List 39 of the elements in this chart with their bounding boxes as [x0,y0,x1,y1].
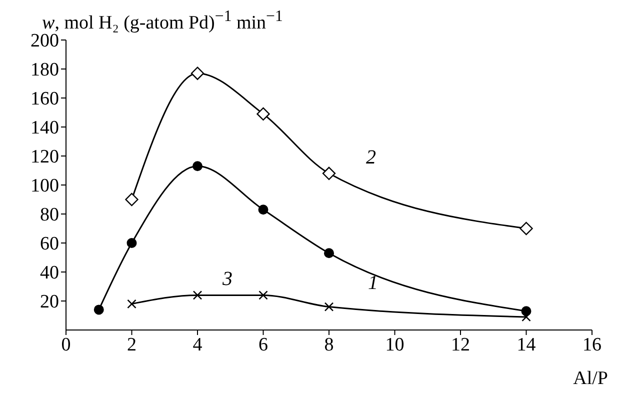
x-tick-label: 16 [582,334,602,356]
point [324,248,334,258]
x-tick-label: 8 [324,334,334,356]
x-tick-label: 6 [258,334,268,356]
series-label: 2 [366,146,376,168]
point [126,238,137,248]
point [127,299,136,309]
x-axis-title: Al/P [573,368,608,390]
y-tick-label: 40 [40,262,59,284]
point [94,304,104,315]
x-tick-label: 2 [127,334,136,356]
point [522,312,531,322]
y-tick-label: 60 [40,234,59,255]
x-tick-label: 14 [516,334,536,356]
point [258,204,268,215]
x-tick-label: 0 [61,334,71,356]
point [322,166,336,180]
point [256,107,270,121]
point [520,222,533,236]
point [192,290,202,300]
point [258,290,268,300]
point [324,302,334,312]
y-tick-label: 200 [30,30,59,52]
series-label: 3 [222,268,232,290]
x-tick-label: 4 [192,334,203,356]
point [125,192,138,206]
y-tick-label: 80 [40,204,59,226]
y-tick-label: 120 [30,146,59,168]
x-tick-label: 10 [385,334,404,356]
y-tick-label: 140 [30,118,59,139]
series-label: 1 [368,272,378,294]
y-tick-label: 160 [30,88,59,110]
x-tick-label: 12 [451,334,470,356]
point [190,66,204,80]
y-tick-label: 180 [30,60,59,81]
y-axis-title: w, mol H₂ (g-atom Pd)$^{−1}$ min$^{−1}$ [42,8,283,34]
y-tick-label: 20 [40,292,59,313]
y-tick-label: 100 [30,176,59,197]
point [192,161,202,172]
